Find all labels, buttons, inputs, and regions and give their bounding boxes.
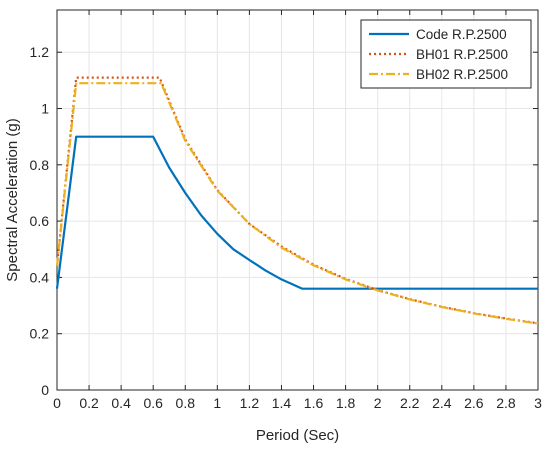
- x-tick-label: 1.2: [240, 395, 260, 411]
- x-tick-label: 2.6: [464, 395, 484, 411]
- legend-label: BH02 R.P.2500: [416, 67, 508, 82]
- y-tick-label: 1: [41, 101, 49, 117]
- series-line-3: [55, 82, 539, 325]
- legend-label: BH01 R.P.2500: [416, 47, 508, 62]
- series-line-1: [55, 135, 538, 290]
- x-tick-label: 2: [374, 395, 382, 411]
- y-tick-label: 0.8: [30, 157, 50, 173]
- plot-area: [56, 9, 539, 391]
- x-tick-label: 1.6: [304, 395, 324, 411]
- x-tick-label: 0.4: [111, 395, 131, 411]
- x-tick-label: 0: [53, 395, 61, 411]
- y-axis-label: Spectral Acceleration (g): [4, 118, 21, 281]
- x-tick-label: 3: [534, 395, 542, 411]
- axis-ticks: 0 0.2 0.4 0.6 0.8 1 1.2 1.4 1.6 1.8 2 2.2 2.4 2.6 2.8 3…: [30, 10, 542, 411]
- legend-label: Code R.P.2500: [416, 27, 507, 42]
- y-tick-label: 0.2: [30, 326, 50, 342]
- x-tick-label: 2.8: [496, 395, 516, 411]
- x-tick-label: 0.2: [79, 395, 99, 411]
- y-tick-label: 0: [41, 382, 49, 398]
- x-tick-label: 2.4: [432, 395, 452, 411]
- x-tick-label: 0.6: [143, 395, 163, 411]
- x-tick-label: 2.2: [400, 395, 420, 411]
- x-tick-label: 0.8: [176, 395, 196, 411]
- x-tick-label: 1.4: [272, 395, 292, 411]
- x-tick-label: 1.8: [336, 395, 356, 411]
- y-tick-label: 1.2: [30, 44, 50, 60]
- legend: Code R.P.2500 BH01 R.P.2500 BH02 R.P.2500: [360, 19, 532, 89]
- x-axis-label: Period (Sec): [256, 427, 339, 444]
- series-lines: [55, 76, 539, 325]
- x-tick-label: 1: [213, 395, 221, 411]
- y-tick-label: 0.6: [30, 213, 50, 229]
- y-tick-label: 0.4: [30, 269, 50, 285]
